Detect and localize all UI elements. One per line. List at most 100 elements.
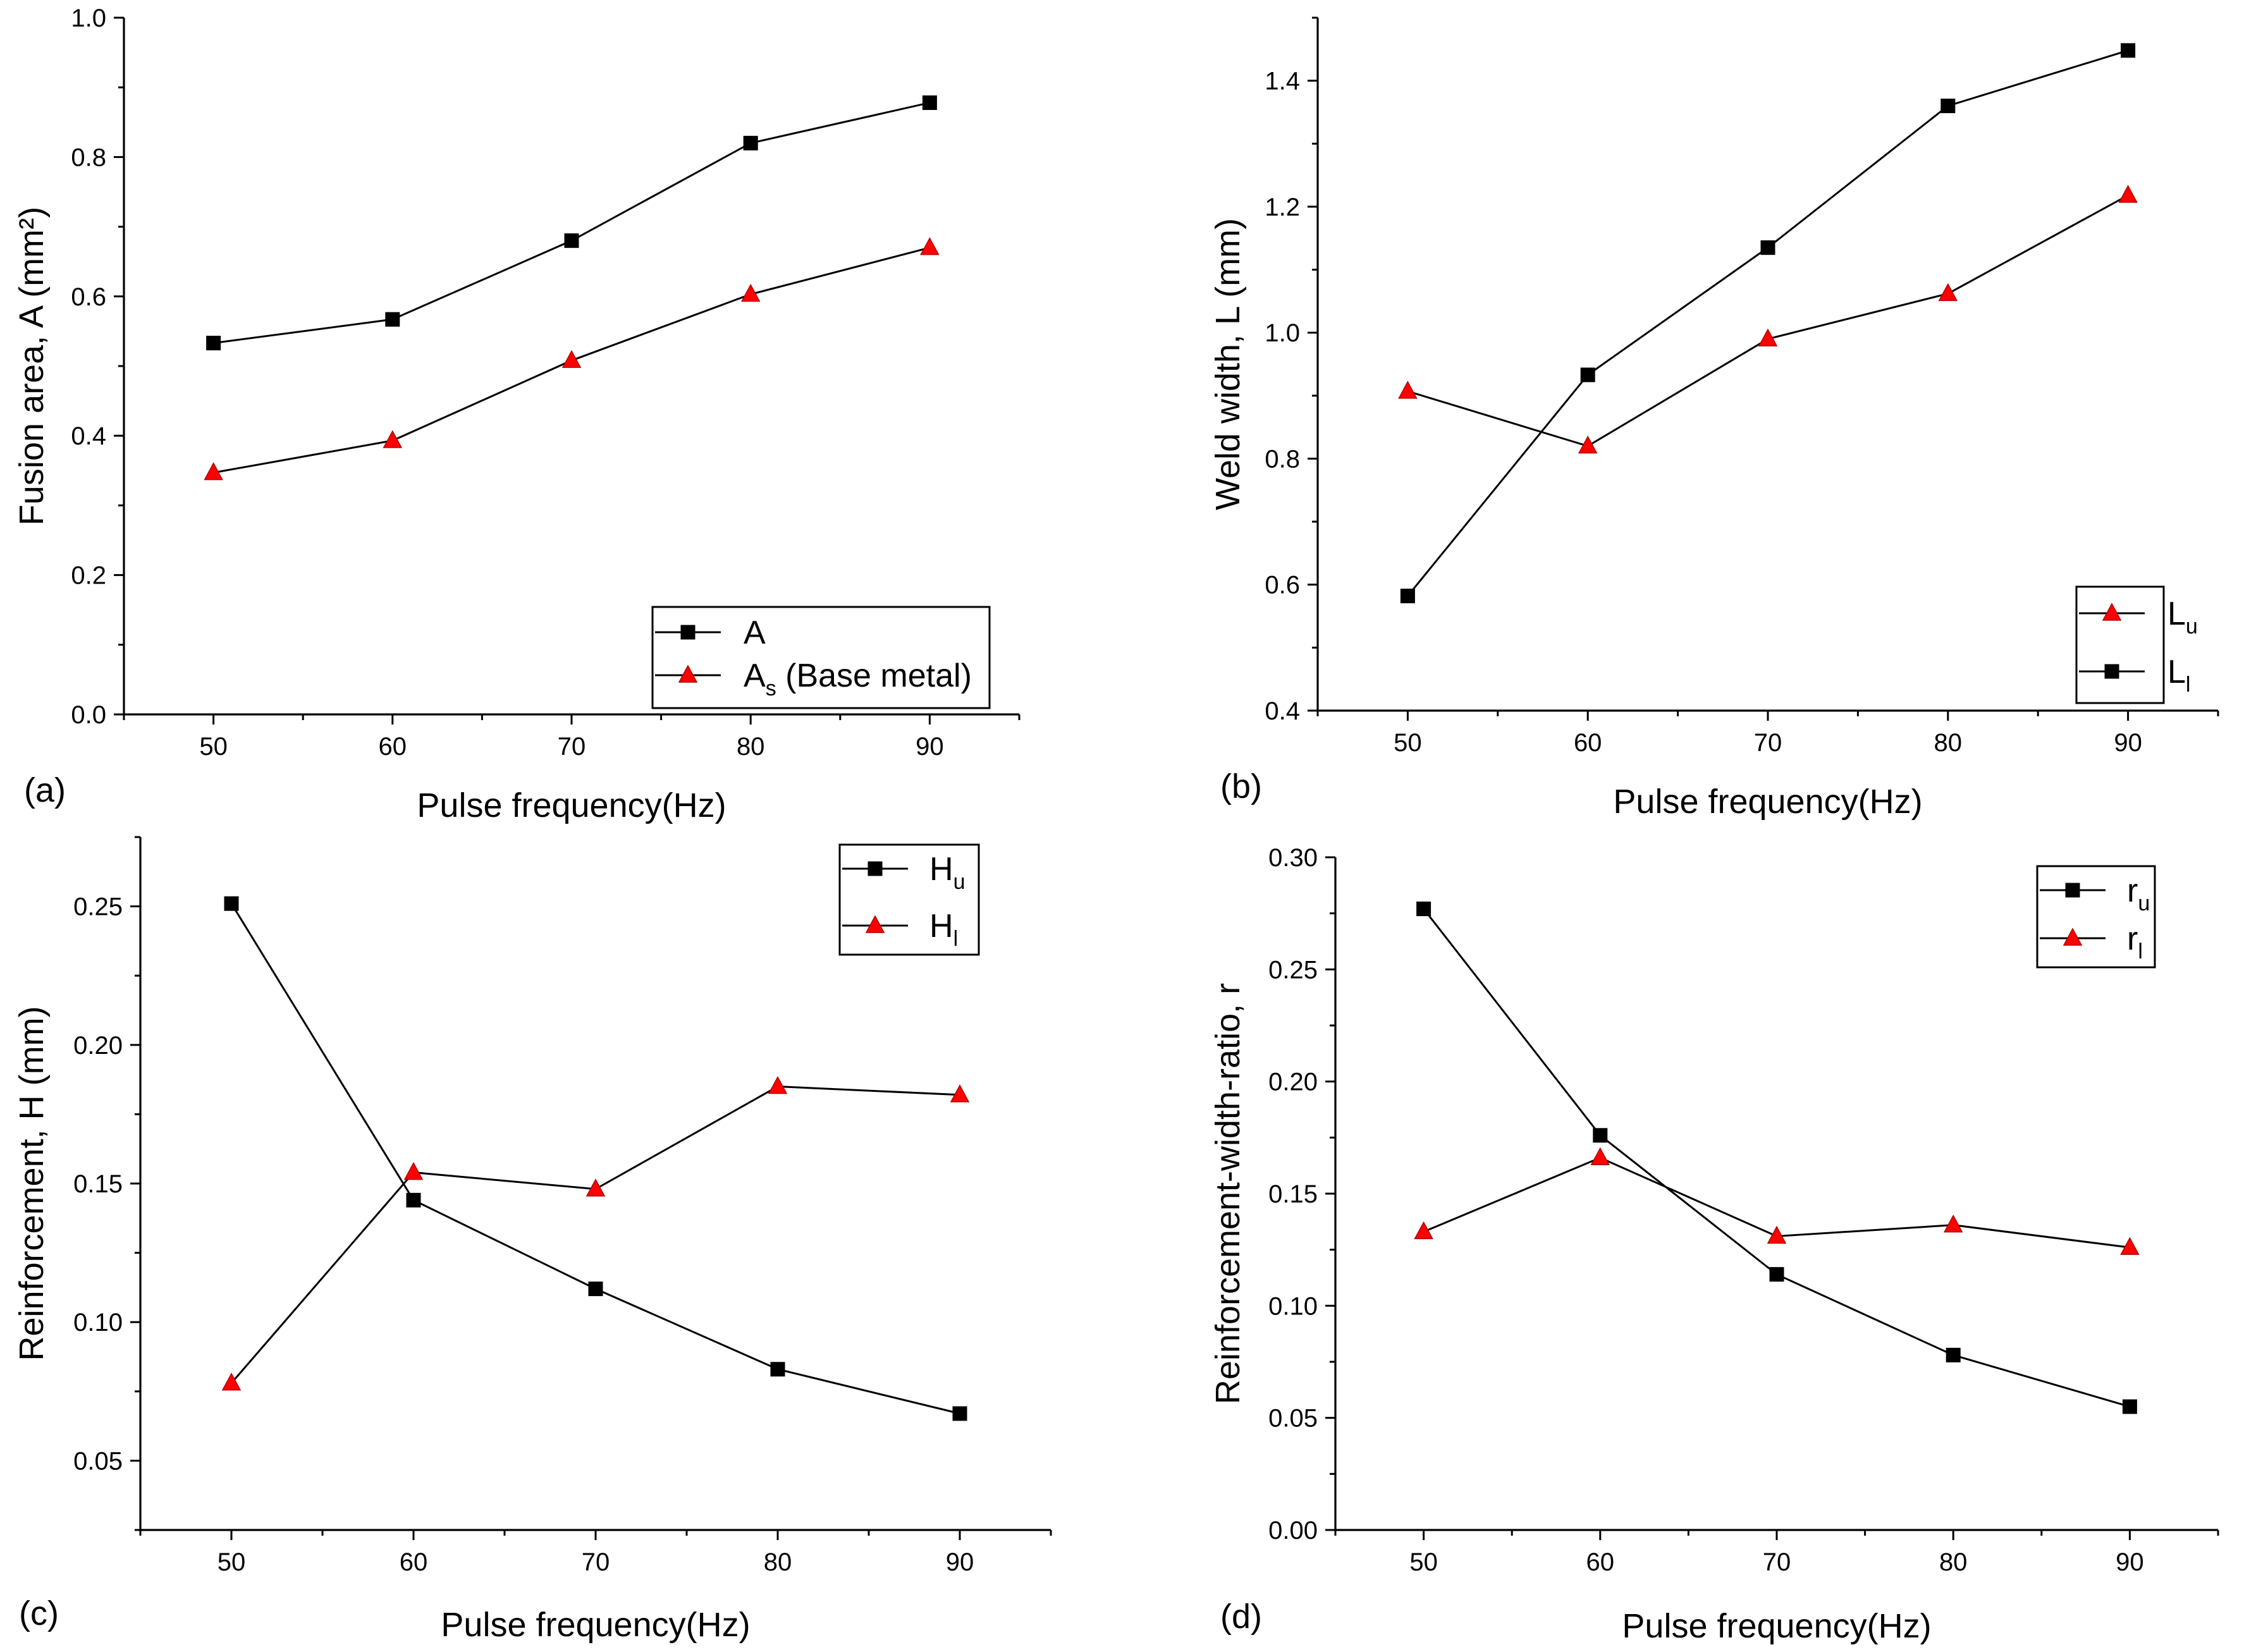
x-axis-label: Pulse frequency(Hz) — [441, 1606, 750, 1644]
legend: AAs (Base metal) — [651, 606, 991, 709]
legend-marker-square — [2065, 883, 2080, 898]
y-axis-label: Fusion area, A (mm²) — [13, 207, 51, 525]
legend-label-main: r — [2127, 921, 2138, 957]
x-tick-label: 80 — [737, 733, 765, 761]
y-axis-label: Reinforcement, H (mm) — [13, 1006, 51, 1361]
y-tick-label: 0.25 — [1268, 956, 1318, 984]
data-point-square — [406, 1192, 421, 1208]
data-point-triangle — [1578, 435, 1598, 454]
x-tick-label: 80 — [764, 1548, 792, 1576]
x-tick-label: 70 — [1763, 1548, 1791, 1576]
series-line — [1407, 49, 2129, 597]
data-point-square — [1400, 589, 1415, 604]
y-tick-label: 0.15 — [73, 1170, 123, 1198]
legend-label: As (Base metal) — [744, 658, 972, 701]
y-tick-label: 1.4 — [1265, 68, 1300, 95]
x-tick-label: 80 — [1939, 1548, 1968, 1576]
legend-entry: ru — [2040, 872, 2150, 915]
x-tick-label: 50 — [218, 1548, 246, 1576]
y-tick-label: 0.10 — [1268, 1292, 1318, 1320]
legend-label: A — [744, 615, 766, 651]
panel-label: (b) — [1220, 768, 1262, 805]
y-tick-label: 0.00 — [1268, 1517, 1318, 1545]
y-tick-label: 0.0 — [71, 701, 106, 729]
data-point-square — [1416, 902, 1431, 917]
x-tick-label: 70 — [582, 1548, 610, 1576]
legend-label: Hu — [929, 851, 965, 894]
data-point-triangle — [740, 283, 761, 302]
panel-label: (c) — [19, 1594, 59, 1632]
series-ll — [1400, 43, 2136, 604]
data-point-square — [770, 1362, 785, 1377]
x-tick-label: 60 — [1586, 1548, 1615, 1576]
legend: Hu Hl — [838, 843, 980, 956]
series-ru — [1416, 902, 2137, 1414]
data-point-square — [922, 95, 937, 110]
data-point-square — [1946, 1347, 1961, 1362]
legend-label: Hl — [929, 908, 958, 951]
legend-label-subscript: l — [2186, 673, 2191, 697]
y-tick-label: 0.4 — [71, 422, 106, 450]
legend-label-main: H — [929, 908, 953, 945]
data-point-triangle — [204, 462, 223, 480]
series-line — [230, 1086, 960, 1384]
x-axis-label: Pulse frequency(Hz) — [1613, 783, 1922, 821]
data-point-triangle — [768, 1075, 788, 1094]
legend-box — [651, 606, 991, 709]
data-point-triangle — [1590, 1147, 1610, 1166]
legend-label: Lu — [2167, 596, 2198, 639]
series-lu — [1398, 185, 2138, 454]
series-line — [213, 101, 930, 345]
data-point-triangle — [1943, 1215, 1963, 1233]
legend-marker-square — [867, 861, 883, 876]
legend-label: Ll — [2167, 654, 2190, 697]
x-tick-label: 50 — [1394, 729, 1422, 757]
data-point-triangle — [2118, 185, 2138, 203]
legend-label-subscript: l — [953, 927, 959, 951]
data-point-square — [952, 1406, 967, 1421]
x-tick-label: 60 — [1574, 729, 1602, 757]
data-point-square — [1580, 367, 1595, 382]
legend-box — [2075, 585, 2165, 704]
y-tick-label: 0.10 — [73, 1309, 123, 1337]
y-tick-label: 0.8 — [71, 144, 106, 171]
y-tick-label: 0.6 — [1265, 572, 1300, 599]
chart-panel-b: 50 60 70 80 90 0.4 0.6 0.8 1.0 1.2 1.4 Pulse freque… — [1209, 16, 2219, 821]
data-point-square — [385, 312, 400, 327]
data-point-square — [564, 233, 579, 248]
legend-entry: Hl — [842, 908, 958, 951]
legend-label-main: A — [744, 658, 766, 694]
y-tick-label: 0.20 — [73, 1032, 123, 1060]
series-hl — [221, 1075, 970, 1391]
data-point-triangle — [1758, 328, 1778, 346]
series-line — [1423, 908, 2130, 1408]
data-point-triangle — [1767, 1225, 1787, 1244]
x-tick-label: 60 — [400, 1548, 428, 1576]
data-point-triangle — [2120, 1237, 2140, 1255]
legend-entry: Lu — [2079, 596, 2198, 639]
legend-label-main: r — [2127, 872, 2138, 909]
legend-box — [838, 843, 980, 956]
x-tick-label: 70 — [558, 733, 586, 761]
legend-label-main: L — [2167, 596, 2186, 632]
data-point-square — [206, 336, 221, 351]
legend-entry: rl — [2040, 921, 2143, 964]
data-point-square — [2121, 43, 2136, 58]
chart-panel-a: 50 60 70 80 90 0.0 0.2 0.4 0.6 0.8 1.0 Pulse freque… — [13, 4, 1021, 824]
y-tick-label: 0.2 — [71, 562, 106, 590]
panel-label: (a) — [24, 771, 66, 809]
legend-label: ru — [2127, 872, 2150, 915]
x-axis-label: Pulse frequency(Hz) — [417, 786, 726, 824]
y-tick-label: 0.4 — [1265, 697, 1300, 725]
y-tick-label: 0.6 — [71, 283, 106, 311]
legend-label-subscript: l — [2138, 939, 2143, 964]
x-tick-label: 60 — [379, 733, 407, 761]
legend-marker-triangle — [2102, 603, 2122, 621]
y-tick-label: 1.0 — [71, 4, 106, 32]
y-tick-label: 0.05 — [73, 1447, 123, 1475]
legend-entry: Ll — [2079, 654, 2190, 697]
legend-marker-triangle — [865, 915, 885, 933]
series-a — [206, 95, 937, 351]
